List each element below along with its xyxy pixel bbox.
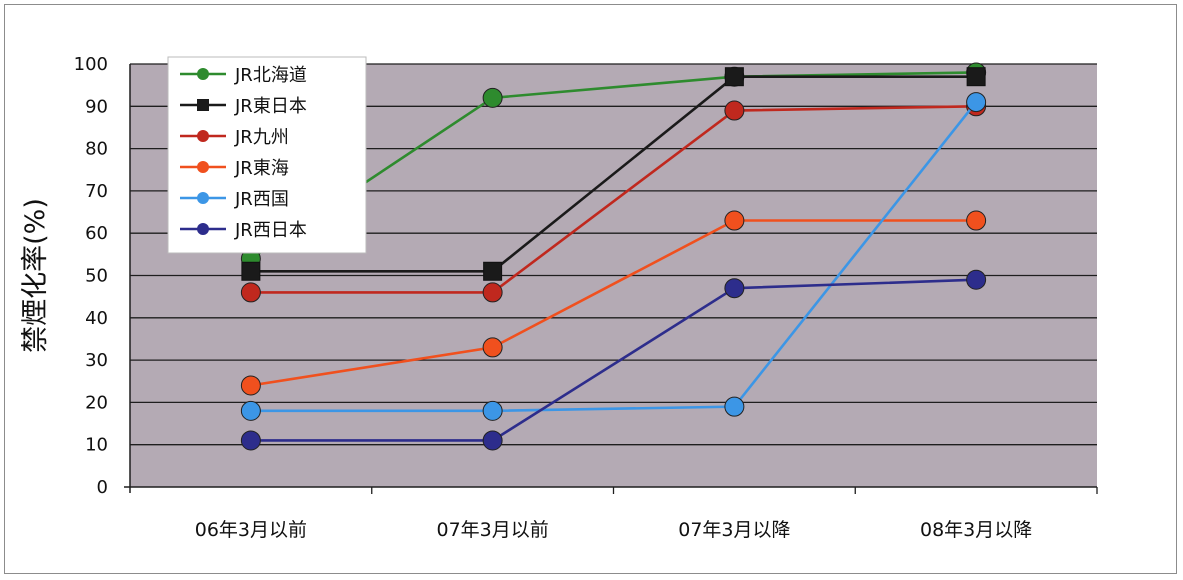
data-point xyxy=(724,396,745,417)
x-tick-label: 08年3月以降 xyxy=(920,519,1032,541)
legend-swatch-marker xyxy=(197,130,209,142)
series-line xyxy=(250,105,977,294)
data-point xyxy=(482,400,503,421)
y-tick-label: 50 xyxy=(85,266,108,287)
legend-entry: JR九州 xyxy=(180,127,289,148)
data-point xyxy=(482,337,503,358)
x-tick-labels: 06年3月以前 07年3月以前 07年3月以降 08年3月以降 xyxy=(195,519,1033,541)
x-tick-label: 07年3月以前 xyxy=(436,519,548,541)
y-tick-label: 30 xyxy=(85,350,108,371)
series-line xyxy=(250,71,977,260)
legend-entry: JR東海 xyxy=(180,158,289,179)
legend-entry: JR西日本 xyxy=(180,220,307,241)
data-point xyxy=(482,87,503,108)
axes xyxy=(124,64,1098,494)
data-point xyxy=(724,67,744,87)
legend-entry: JR東日本 xyxy=(180,96,307,117)
legend-entry: JR北海道 xyxy=(180,65,307,86)
data-point xyxy=(966,269,987,290)
series-line xyxy=(250,101,978,413)
data-point xyxy=(483,261,503,281)
y-tick-label: 40 xyxy=(85,308,108,329)
series-layer xyxy=(240,62,987,451)
data-point xyxy=(724,278,745,299)
y-tick-label: 90 xyxy=(85,96,108,117)
y-tick-label: 60 xyxy=(85,223,108,244)
series-JR西日本 xyxy=(240,269,987,451)
legend: JR北海道 JR東日本 JR九州 JR東海 JR西国 JR西日本 xyxy=(167,56,367,254)
data-point xyxy=(966,67,986,87)
y-tick-label: 0 xyxy=(97,477,108,498)
legend-swatch-marker xyxy=(197,192,209,204)
series-line xyxy=(250,219,977,387)
legend-swatch-marker xyxy=(197,223,209,235)
data-point xyxy=(966,92,987,113)
data-point xyxy=(240,375,261,396)
y-tick-label: 20 xyxy=(85,392,108,413)
legend-label: JR西日本 xyxy=(234,220,307,241)
legend-swatch-marker xyxy=(197,68,209,80)
y-tick-label: 100 xyxy=(74,54,108,75)
y-tick-label: 80 xyxy=(85,139,108,160)
data-point xyxy=(240,282,261,303)
data-point xyxy=(241,261,261,281)
y-axis-title: 禁煙化率(%) xyxy=(20,198,51,353)
legend-swatch-marker xyxy=(197,161,209,173)
data-point xyxy=(482,282,503,303)
y-tick-labels: 0 10 20 30 40 50 60 70 80 90 100 xyxy=(74,54,108,498)
data-point xyxy=(482,430,503,451)
legend-swatch-marker xyxy=(197,99,209,111)
legend-label: JR東日本 xyxy=(234,96,307,117)
series-JR東海 xyxy=(240,210,987,396)
series-JR西国 xyxy=(240,92,987,421)
y-tick-label: 70 xyxy=(85,181,108,202)
series-line xyxy=(250,75,977,273)
data-point xyxy=(724,100,745,121)
x-tick-label: 07年3月以降 xyxy=(678,519,790,541)
data-point xyxy=(240,400,261,421)
legend-entry: JR西国 xyxy=(180,189,289,210)
legend-label: JR九州 xyxy=(234,127,289,148)
y-tick-label: 10 xyxy=(85,435,108,456)
x-tick-label: 06年3月以前 xyxy=(195,519,307,541)
series-JR東日本 xyxy=(241,67,986,281)
data-point xyxy=(966,210,987,231)
legend-label: JR西国 xyxy=(234,189,289,210)
series-line xyxy=(250,278,977,442)
legend-label: JR北海道 xyxy=(234,65,307,86)
legend-box xyxy=(167,56,367,254)
data-point xyxy=(724,210,745,231)
data-point xyxy=(240,430,261,451)
legend-label: JR東海 xyxy=(234,158,289,179)
